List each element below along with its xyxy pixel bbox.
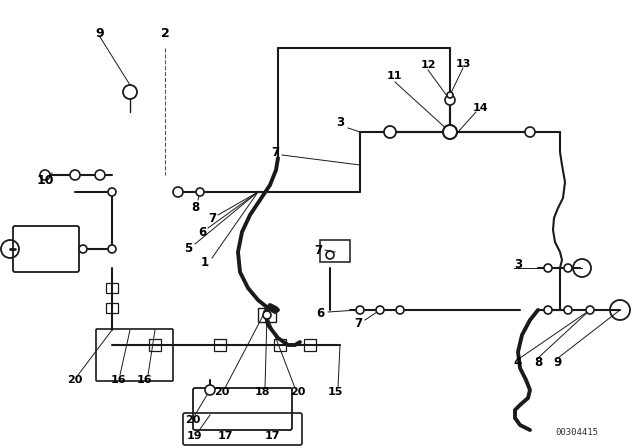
Bar <box>106 303 118 313</box>
Circle shape <box>108 245 116 253</box>
Text: 8: 8 <box>191 201 199 214</box>
Text: 6: 6 <box>316 306 324 319</box>
Text: 5: 5 <box>184 241 192 254</box>
Circle shape <box>544 264 552 272</box>
Circle shape <box>564 306 572 314</box>
Text: 20: 20 <box>186 415 201 425</box>
Circle shape <box>356 306 364 314</box>
Circle shape <box>443 125 457 139</box>
Text: 12: 12 <box>420 60 436 70</box>
Bar <box>274 339 286 351</box>
Text: 7: 7 <box>208 211 216 224</box>
Circle shape <box>445 95 455 105</box>
Text: 7: 7 <box>354 316 362 329</box>
Text: 11: 11 <box>387 71 402 81</box>
Text: 4: 4 <box>514 356 522 369</box>
Text: 3: 3 <box>514 258 522 271</box>
Circle shape <box>95 170 105 180</box>
Text: 20: 20 <box>214 387 230 397</box>
Text: 17: 17 <box>217 431 233 441</box>
Circle shape <box>70 170 80 180</box>
Bar <box>320 240 350 262</box>
Text: 6: 6 <box>198 225 206 238</box>
Text: 16: 16 <box>137 375 153 385</box>
Bar <box>149 339 161 351</box>
Circle shape <box>564 264 572 272</box>
Text: 13: 13 <box>455 59 470 69</box>
Text: 18: 18 <box>254 387 269 397</box>
Text: 17: 17 <box>264 431 280 441</box>
Text: 2: 2 <box>161 26 170 39</box>
Text: 16: 16 <box>110 375 126 385</box>
Circle shape <box>384 126 396 138</box>
Text: 1: 1 <box>201 255 209 268</box>
Circle shape <box>108 188 116 196</box>
Text: 14: 14 <box>472 103 488 113</box>
Bar <box>214 339 226 351</box>
Text: 20: 20 <box>291 387 306 397</box>
Text: 9: 9 <box>554 356 562 369</box>
Circle shape <box>205 385 215 395</box>
Text: 00304415: 00304415 <box>555 427 598 436</box>
Circle shape <box>40 170 50 180</box>
Circle shape <box>263 311 271 319</box>
Bar <box>258 308 276 322</box>
Text: 7: 7 <box>271 146 279 159</box>
Circle shape <box>525 127 535 137</box>
Circle shape <box>173 187 183 197</box>
Circle shape <box>396 306 404 314</box>
Circle shape <box>376 306 384 314</box>
Text: 7: 7 <box>314 244 322 257</box>
Text: 8: 8 <box>534 356 542 369</box>
Text: 9: 9 <box>96 26 104 39</box>
Circle shape <box>79 245 87 253</box>
Text: 19: 19 <box>187 431 203 441</box>
Bar <box>106 283 118 293</box>
Circle shape <box>196 188 204 196</box>
Circle shape <box>447 92 453 98</box>
Text: 20: 20 <box>67 375 83 385</box>
Circle shape <box>123 85 137 99</box>
Bar <box>304 339 316 351</box>
Text: 15: 15 <box>327 387 342 397</box>
Circle shape <box>326 251 334 259</box>
Text: 10: 10 <box>36 173 54 186</box>
Circle shape <box>586 306 594 314</box>
Circle shape <box>544 306 552 314</box>
Text: 3: 3 <box>336 116 344 129</box>
